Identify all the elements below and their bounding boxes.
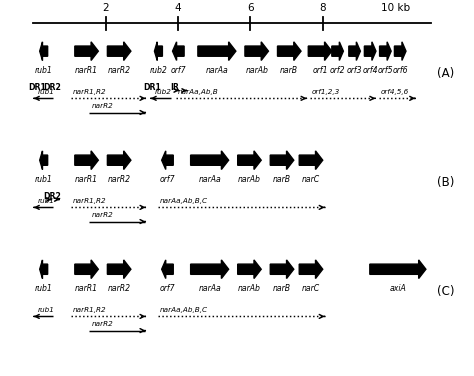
Text: (B): (B) [438,176,455,189]
FancyArrow shape [308,42,332,61]
Text: narR1: narR1 [75,175,98,184]
FancyArrow shape [299,260,323,279]
Text: narR1: narR1 [75,66,98,75]
Text: 2: 2 [102,3,109,13]
Text: narAa,Ab,B,C: narAa,Ab,B,C [160,198,208,204]
FancyArrow shape [370,260,426,279]
Text: orf7: orf7 [160,284,175,293]
FancyArrow shape [40,42,48,61]
FancyArrow shape [237,151,261,170]
FancyArrow shape [155,42,163,61]
FancyArrow shape [173,42,184,61]
Text: orf2: orf2 [330,66,346,75]
FancyArrow shape [191,151,228,170]
Text: narR1: narR1 [75,284,98,293]
FancyArrow shape [40,151,48,170]
Text: narR2: narR2 [91,321,113,327]
Text: 10 kb: 10 kb [381,3,410,13]
Text: rub1: rub1 [38,198,55,204]
Text: narC: narC [302,175,320,184]
Text: rub1: rub1 [38,89,55,95]
Text: orf3: orf3 [347,66,362,75]
FancyArrow shape [75,42,98,61]
Text: narAa: narAa [206,66,228,75]
Text: rub2: rub2 [155,89,172,95]
Text: narAb: narAb [238,284,261,293]
FancyArrow shape [332,42,343,61]
Text: narR2: narR2 [108,175,131,184]
Text: narR2: narR2 [91,212,113,218]
FancyArrow shape [75,151,98,170]
Text: orf7: orf7 [160,175,175,184]
Text: narB: narB [273,284,291,293]
Text: 8: 8 [319,3,326,13]
Text: rub1: rub1 [38,307,55,313]
Text: narR1,R2: narR1,R2 [73,307,107,313]
Text: orf6: orf6 [392,66,408,75]
Text: narR1,R2: narR1,R2 [73,89,107,95]
FancyArrow shape [380,42,391,61]
Text: narB: narB [280,66,298,75]
FancyArrow shape [108,42,131,61]
FancyArrow shape [108,151,131,170]
FancyArrow shape [349,42,360,61]
FancyArrow shape [75,260,98,279]
FancyArrow shape [245,42,268,61]
Text: narB: narB [273,175,291,184]
Text: narR2: narR2 [108,66,131,75]
FancyArrow shape [365,42,376,61]
Text: rub1: rub1 [35,66,53,75]
FancyArrow shape [270,151,294,170]
FancyArrow shape [162,151,173,170]
Text: 4: 4 [174,3,181,13]
FancyArrow shape [191,260,228,279]
Text: narAa: narAa [198,284,221,293]
Text: DR1: DR1 [144,83,162,92]
FancyArrow shape [40,260,48,279]
Text: DR2: DR2 [43,192,61,201]
Text: orf4: orf4 [363,66,378,75]
Text: rub2: rub2 [149,66,167,75]
Text: narAb: narAb [245,66,268,75]
Text: (A): (A) [438,67,455,80]
Text: orf5: orf5 [378,66,393,75]
Text: (C): (C) [438,285,455,298]
Text: narAa,Ab,B,C: narAa,Ab,B,C [160,307,208,313]
Text: DR2: DR2 [43,83,61,92]
FancyArrow shape [108,260,131,279]
Text: orf1: orf1 [312,66,328,75]
Text: narAb: narAb [238,175,261,184]
FancyArrow shape [299,151,323,170]
Text: narAa,Ab,B: narAa,Ab,B [178,89,219,95]
FancyArrow shape [277,42,301,61]
Text: narR2: narR2 [108,284,131,293]
FancyArrow shape [162,260,173,279]
Text: narR2: narR2 [91,103,113,109]
FancyArrow shape [270,260,294,279]
Text: 6: 6 [247,3,254,13]
Text: DR1: DR1 [28,83,46,92]
Text: orf4,5,6: orf4,5,6 [381,89,409,95]
Text: rub1: rub1 [35,175,53,184]
Text: narR1,R2: narR1,R2 [73,198,107,204]
Text: axiA: axiA [390,284,406,293]
FancyArrow shape [394,42,406,61]
Text: orf1,2,3: orf1,2,3 [312,89,340,95]
FancyArrow shape [198,42,236,61]
Text: rub1: rub1 [35,284,53,293]
Text: narC: narC [302,284,320,293]
Text: narAa: narAa [198,175,221,184]
FancyArrow shape [237,260,261,279]
Text: orf7: orf7 [171,66,186,75]
Text: IR: IR [171,83,180,92]
